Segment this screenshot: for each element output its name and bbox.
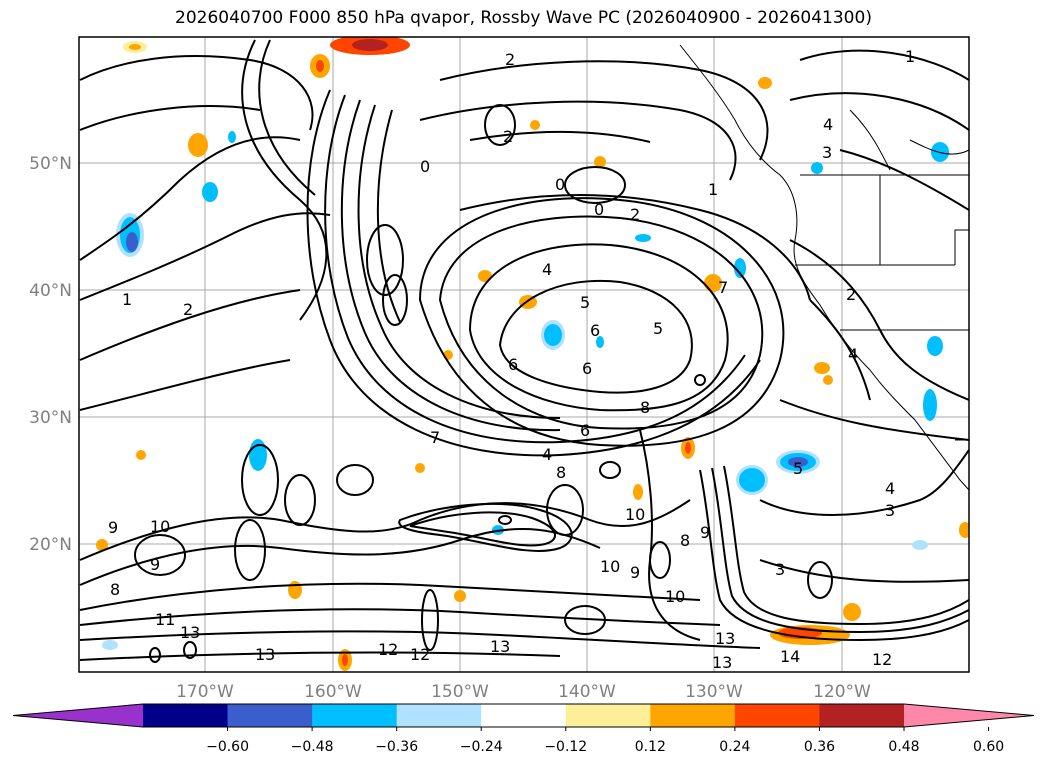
lon-label: 120°W [813,682,871,702]
colorbar-segment [734,704,820,727]
contour-label: 13 [712,653,732,672]
plot-title: 2026040700 F000 850 hPa qvapor, Rossby W… [175,8,872,28]
contour-label: 10 [600,557,620,576]
contour-label: 6 [582,359,592,378]
colorbar-tick-label: 0.60 [973,739,1004,755]
contour-label: 8 [680,531,690,550]
contour-label: 6 [590,321,600,340]
colorbar-segment [312,704,398,727]
lat-label: 30°N [29,408,72,428]
contour-label: 4 [542,260,552,279]
contour-label: 8 [556,463,566,482]
colorbar-tick-label: −0.36 [375,739,418,755]
colorbar-segment [481,704,567,727]
colorbar-tick-label: 0.24 [719,739,750,755]
contour-label: 13 [490,637,510,656]
contour-label: 12 [872,650,892,669]
contour-label: 7 [430,428,440,447]
contour-label: 9 [700,523,710,542]
contour-label: 13 [180,623,200,642]
colorbar-tick-label: 0.12 [635,739,666,755]
colorbar-segment [650,704,736,727]
colorbar-tick-label: 0.36 [804,739,835,755]
map-area: 2 1 2 4 3 0 0 2 1 0 2 1 4 5 6 6 7 4 5 6 … [79,37,969,672]
contour-label: 13 [715,629,735,648]
contour-label: 8 [640,398,650,417]
colorbar-segment [819,704,905,727]
contour-label: 6 [508,355,518,374]
contour-label: 2 [503,127,513,146]
longitude-labels: 170°W 160°W 150°W 140°W 130°W 120°W [176,682,871,702]
contour-label: 13 [255,645,275,664]
contour-label: 5 [580,293,590,312]
contour-label: 0 [594,200,604,219]
contour-label: 10 [665,587,685,606]
contour-label: 4 [823,115,833,134]
contour-label: 12 [410,645,430,664]
lon-label: 170°W [176,682,234,702]
contour-label: 4 [885,479,895,498]
contour-label: 5 [653,319,663,338]
lon-label: 150°W [431,682,489,702]
contour-label: 10 [150,517,170,536]
colorbar-outline [12,703,1035,728]
contour-lines [79,39,969,663]
contour-label: 9 [108,518,118,537]
contour-labels: 2 1 2 4 3 0 0 2 1 0 2 1 4 5 6 6 7 4 5 6 … [108,47,915,672]
lat-label: 50°N [29,154,72,174]
contour-label: 1 [708,180,718,199]
lon-label: 160°W [304,682,362,702]
contour-label: 9 [630,563,640,582]
colorbar-tick-label: −0.60 [206,739,249,755]
contour-label: 2 [183,300,193,319]
contour-label: 6 [580,421,590,440]
contour-label: 7 [718,278,728,297]
colorbar-extend-high [904,704,1034,727]
contour-label: 0 [555,175,565,194]
contour-label: 1 [122,290,132,309]
lat-label: 40°N [29,281,72,301]
lon-label: 130°W [685,682,743,702]
contour-label: 1 [905,47,915,66]
colorbar-segment [143,704,229,727]
contour-label: 2 [846,285,856,304]
colorbar-segment [227,704,313,727]
latitude-labels: 50°N 40°N 30°N 20°N [29,154,72,555]
contour-label: 0 [420,157,430,176]
coastline [679,44,969,491]
map-frame [78,36,970,673]
contour-label: 2 [505,50,515,69]
colorbar-segment [565,704,651,727]
contour-label: 4 [542,445,552,464]
colorbar-tick-label: 0.48 [888,739,919,755]
lat-label: 20°N [29,535,72,555]
colorbar-tick-label: −0.12 [544,739,587,755]
contour-label: 4 [848,345,858,364]
colorbar-tick-label: −0.24 [460,739,503,755]
contour-label: 3 [775,560,785,579]
contour-label: 3 [885,501,895,520]
contour-label: 9 [150,555,160,574]
contour-label: 2 [630,205,640,224]
contour-label: 3 [822,143,832,162]
colorbar-segment [396,704,482,727]
contour-label: 10 [625,505,645,524]
contour-label: 5 [793,459,803,478]
lon-label: 140°W [558,682,616,702]
contour-label: 8 [110,580,120,599]
colorbar-tick-label: −0.48 [291,739,334,755]
contour-label: 11 [155,610,175,629]
contour-label: 12 [378,640,398,659]
colorbar-extend-low [13,704,143,727]
contour-label: 14 [780,647,800,666]
colorbar: −0.60 −0.48 −0.36 −0.24 −0.12 0.12 0.24 0.36 0.4… [12,703,1035,755]
